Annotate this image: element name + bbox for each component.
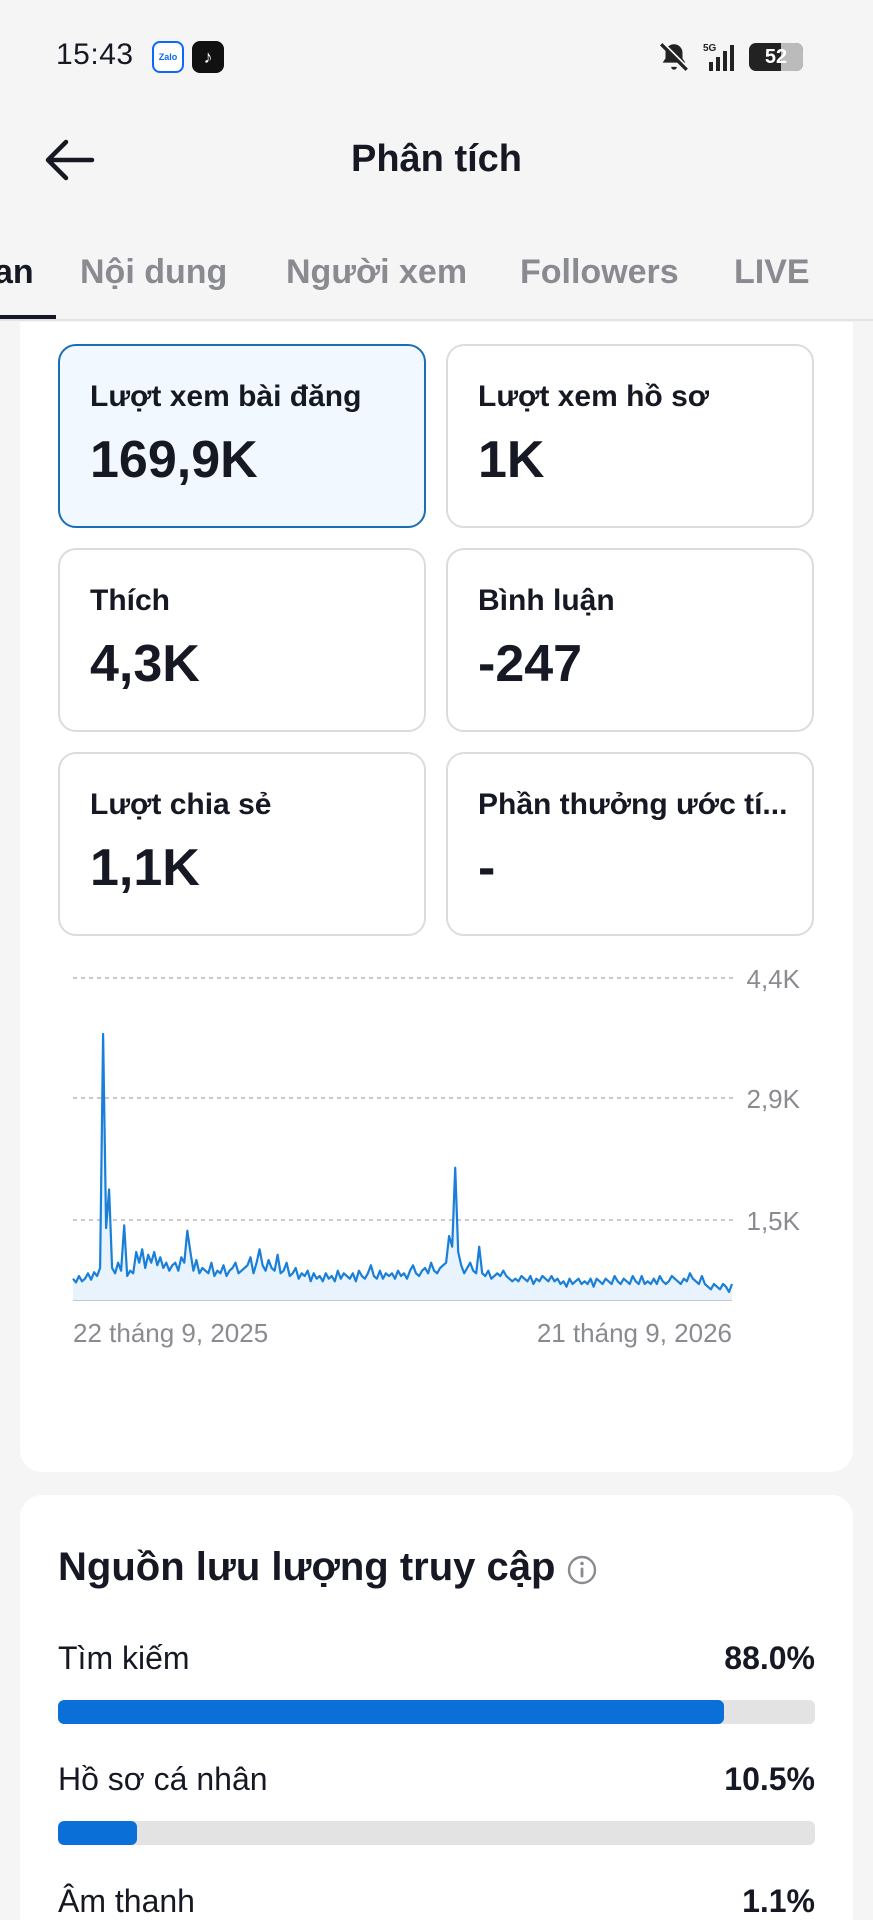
metric-value: - <box>478 839 496 897</box>
tab-live[interactable]: LIVE <box>734 253 810 291</box>
status-time: 15:43 <box>56 38 134 71</box>
source-percent: 1.1% <box>742 1883 815 1919</box>
metric-label: Bình luận <box>478 584 615 617</box>
tab-indicator <box>0 315 56 319</box>
source-bar <box>58 1821 815 1845</box>
tab-bar: an Nội dung Người xem Followers LIVE <box>0 235 873 321</box>
tab-followers[interactable]: Followers <box>520 253 679 291</box>
metric-label: Lượt xem bài đăng <box>90 380 362 413</box>
chart-x-end-label: 21 tháng 9, 2026 <box>537 1318 732 1348</box>
back-button[interactable] <box>34 128 104 192</box>
network-label: 5G <box>703 43 717 54</box>
chart-y-tick-label: 4,4K <box>747 964 801 994</box>
chart-series-line <box>72 1032 734 1294</box>
overview-panel: Lượt xem bài đăng 169,9K Lượt xem hồ sơ … <box>20 322 853 1472</box>
signal-5g-icon: 5G <box>703 43 734 71</box>
metric-card-shares[interactable]: Lượt chia sẻ 1,1K <box>58 752 426 936</box>
arrow-left-icon <box>45 139 95 181</box>
metric-label: Thích <box>90 584 170 617</box>
metric-value: 169,9K <box>90 431 258 489</box>
metric-card-profile-views[interactable]: Lượt xem hồ sơ 1K <box>446 344 814 528</box>
source-label: Hồ sơ cá nhân <box>58 1761 268 1797</box>
metric-label: Lượt xem hồ sơ <box>478 380 710 413</box>
tab-viewers[interactable]: Người xem <box>286 253 468 291</box>
chart-y-tick-label: 2,9K <box>747 1084 801 1114</box>
source-bar-fill <box>58 1821 138 1845</box>
battery-level: 52 <box>764 45 788 68</box>
status-indicators: 5G 52 <box>657 40 803 74</box>
traffic-source-panel: Nguồn lưu lượng truy cập Tìm kiếm 88.0% … <box>20 1495 853 1920</box>
chart-y-tick-label: 1,5K <box>747 1206 801 1236</box>
tab-overview[interactable]: an <box>0 253 34 291</box>
info-icon[interactable] <box>566 1554 598 1586</box>
metric-card-estimated-rewards[interactable]: Phần thưởng ước tí... - <box>446 752 814 936</box>
zalo-app-icon: Zalo <box>152 41 184 73</box>
tab-content[interactable]: Nội dung <box>80 253 228 291</box>
source-label: Âm thanh <box>58 1883 195 1919</box>
metric-value: -247 <box>478 635 583 693</box>
metric-value: 4,3K <box>90 635 200 693</box>
metric-label: Lượt chia sẻ <box>90 788 272 821</box>
tiktok-app-icon: ♪ <box>192 41 224 73</box>
chart-x-start-label: 22 tháng 9, 2025 <box>73 1318 268 1348</box>
chart-series-area <box>73 1034 732 1300</box>
source-label: Tìm kiếm <box>58 1640 190 1676</box>
post-views-chart: 4,4K 2,9K 1,5K 22 tháng 9, 2025 21 tháng 9, … <box>72 964 801 1348</box>
metric-value: 1K <box>478 431 545 489</box>
metric-card-post-views[interactable]: Lượt xem bài đăng 169,9K <box>58 344 426 528</box>
bell-muted-icon <box>660 42 689 71</box>
status-bar: 15:43 Zalo ♪ 5G 52 <box>0 0 873 112</box>
source-bar-fill <box>58 1700 725 1724</box>
page-title: Phân tích <box>350 138 523 180</box>
metric-label: Phần thưởng ước tí... <box>478 788 788 821</box>
metric-card-likes[interactable]: Thích 4,3K <box>58 548 426 732</box>
traffic-source-title: Nguồn lưu lượng truy cập <box>58 1545 556 1589</box>
metric-card-comments[interactable]: Bình luận -247 <box>446 548 814 732</box>
battery-icon: 52 <box>749 43 803 71</box>
source-bar <box>58 1700 815 1724</box>
metric-value: 1,1K <box>90 839 200 897</box>
source-percent: 10.5% <box>724 1761 815 1797</box>
source-percent: 88.0% <box>724 1640 815 1676</box>
